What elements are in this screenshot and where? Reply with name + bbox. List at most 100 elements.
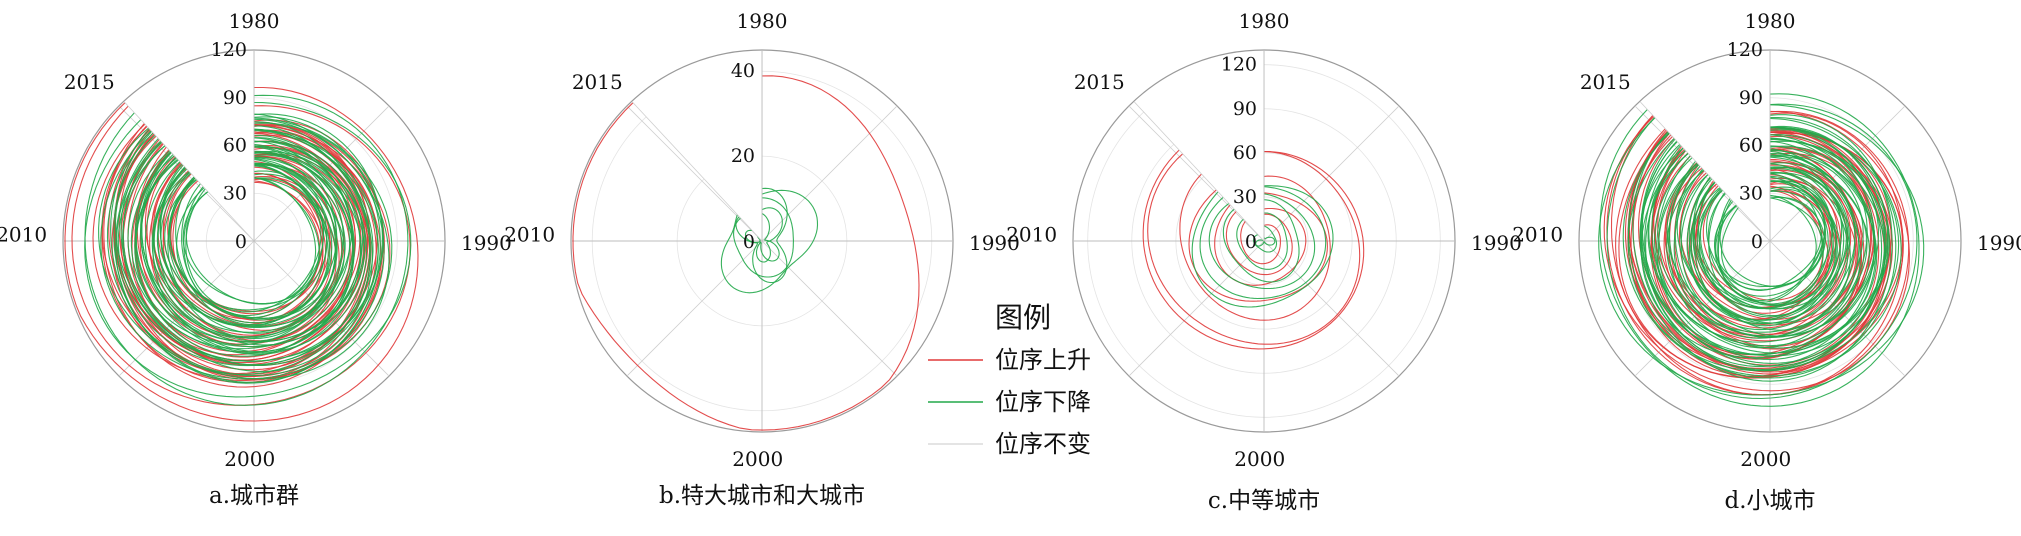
series-line-up	[1147, 150, 1361, 345]
legend-label: 位序不变	[995, 430, 1091, 458]
series-line-down	[1699, 175, 1834, 310]
series-line-down	[1693, 173, 1841, 310]
series-line-down	[135, 140, 364, 357]
series-line-up	[1188, 189, 1328, 302]
legend-label: 位序上升	[995, 346, 1091, 374]
radial-tick-label: 60	[223, 135, 247, 157]
series-lines	[64, 86, 419, 422]
series-line-up	[64, 86, 419, 422]
series-line-down	[1598, 104, 1925, 396]
series-line-down	[1236, 212, 1288, 270]
series-line-down	[100, 117, 393, 380]
time-label: 2000	[732, 447, 783, 471]
time-label: 2000	[1234, 447, 1285, 471]
series-line-down	[1653, 145, 1875, 347]
time-gap-wedge	[124, 51, 254, 241]
series-line-down	[1668, 153, 1860, 339]
time-label: 2015	[1074, 70, 1125, 94]
legend-label: 位序下降	[995, 388, 1091, 416]
series-line-up	[1142, 149, 1365, 350]
time-label: 2010	[0, 223, 47, 247]
time-label: 2015	[572, 70, 623, 94]
series-line-up	[1610, 112, 1904, 396]
series-line-up	[1214, 204, 1307, 286]
series-line-down	[1666, 148, 1861, 337]
radial-tick-label: 0	[743, 231, 755, 253]
series-line-down	[1252, 225, 1278, 253]
series-lines	[1142, 149, 1365, 350]
series-line-down	[1714, 190, 1827, 297]
angular-gridline	[1128, 240, 1265, 377]
series-line-down	[130, 143, 365, 348]
angular-gridline	[761, 105, 898, 242]
angular-gridline	[761, 240, 898, 377]
radial-tick-label: 120	[1727, 39, 1763, 61]
angular-gridline-2015	[1134, 101, 1265, 242]
series-line-down	[84, 94, 409, 406]
series-line-down	[1720, 196, 1822, 291]
series-lines	[1598, 93, 1925, 407]
time-label: 2010	[1006, 223, 1057, 247]
series-line-down	[156, 158, 343, 329]
series-line-down	[735, 187, 788, 284]
series-line-down	[1632, 114, 1893, 382]
radial-tick-label: 30	[1233, 186, 1257, 208]
time-label: 2000	[224, 447, 275, 471]
series-line-down	[755, 207, 783, 263]
time-label: 1990	[1471, 231, 1522, 255]
series-line-down	[1645, 138, 1887, 355]
series-line-up	[108, 124, 377, 377]
panel-title: d.小城市	[1724, 488, 1815, 514]
series-line-down	[160, 162, 338, 327]
time-label: 2010	[1512, 223, 1563, 247]
time-label: 1990	[1977, 231, 2021, 255]
chart-panels: 0 30 60 90 120 1980 1990 2000 2010 2015 a.城市群 0 20 40…	[0, 9, 2021, 514]
series-line-up	[1603, 110, 1910, 392]
series-line-down	[181, 170, 324, 319]
series-line-down	[134, 145, 366, 350]
angular-gridline	[1263, 105, 1400, 242]
angular-gridline	[1128, 105, 1265, 242]
series-line-down	[1627, 116, 1897, 379]
radial-tick-label: 60	[1739, 135, 1763, 157]
series-line-up	[1702, 189, 1824, 301]
radial-tick-label: 0	[235, 231, 247, 253]
series-line-down	[1222, 199, 1300, 283]
series-line-down	[1717, 186, 1826, 303]
radial-tick-label: 90	[223, 87, 247, 109]
series-line-down	[1686, 166, 1850, 325]
series-line-down	[1698, 180, 1837, 310]
chart-panel-3: 0 30 60 90 120 1980 1990 2000 2010 2015 c.中等城市	[1006, 9, 1522, 514]
radial-tick-label: 40	[731, 60, 755, 82]
series-line-down	[1640, 125, 1886, 372]
time-label: 2015	[1580, 70, 1631, 94]
series-line-down	[1676, 154, 1851, 331]
series-line-down	[185, 177, 322, 313]
series-line-down	[1208, 193, 1316, 290]
series-line-down	[1641, 127, 1886, 364]
series-line-up	[1179, 173, 1331, 321]
time-label: 1980	[1745, 9, 1796, 33]
radial-tick-label: 120	[1221, 54, 1257, 76]
radial-tick-label: 0	[1245, 231, 1257, 253]
series-line-down	[84, 101, 412, 398]
series-line-down	[733, 197, 794, 278]
time-label: 1980	[1239, 9, 1290, 33]
series-line-up	[572, 75, 920, 431]
series-line-down	[167, 164, 338, 327]
series-lines	[572, 75, 920, 431]
series-line-down	[98, 113, 390, 380]
angular-gridline-2015	[1640, 101, 1771, 242]
time-label: 2000	[1740, 447, 1791, 471]
series-line-down	[720, 189, 819, 294]
series-line-down	[169, 165, 331, 319]
series-line-down	[135, 145, 362, 343]
series-line-down	[1715, 195, 1825, 291]
radial-tick-label: 60	[1233, 142, 1257, 164]
series-line-down	[1199, 186, 1327, 300]
time-label: 1990	[969, 231, 1020, 255]
radial-tick-label: 90	[1739, 87, 1763, 109]
series-line-down	[120, 125, 371, 366]
series-line-down	[1191, 185, 1334, 308]
